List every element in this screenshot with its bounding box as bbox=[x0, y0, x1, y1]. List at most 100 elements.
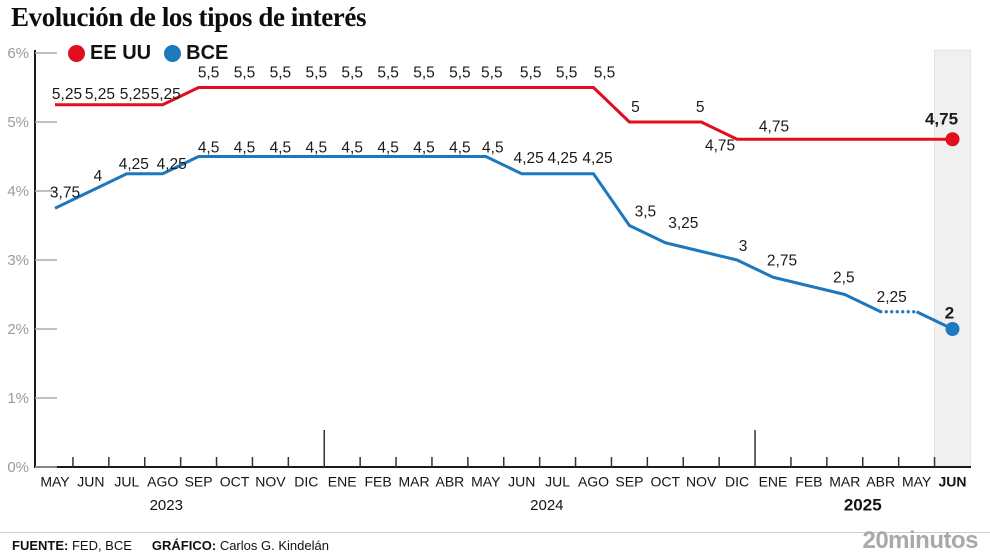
source-label: FUENTE: bbox=[12, 538, 69, 553]
us-value-label: 5,5 bbox=[234, 65, 256, 82]
y-tick-label: 6% bbox=[7, 45, 29, 62]
us-value-label: 5,5 bbox=[594, 65, 616, 82]
bce-series-dot-icon bbox=[164, 45, 182, 62]
bce-value-label: 3,25 bbox=[668, 215, 698, 232]
bce-value-label: 2,5 bbox=[833, 270, 855, 287]
month-label: NOV bbox=[686, 474, 717, 490]
us-value-label: 4,75 bbox=[925, 110, 958, 129]
month-label: JUN bbox=[938, 474, 966, 490]
us-value-label: 5,5 bbox=[556, 65, 578, 82]
month-label: AGO bbox=[578, 474, 609, 490]
us-value-label: 5,5 bbox=[270, 65, 292, 82]
y-tick-label: 3% bbox=[7, 252, 29, 269]
month-label: NOV bbox=[255, 474, 286, 490]
month-label: FEB bbox=[795, 474, 822, 490]
month-label: MAY bbox=[471, 474, 501, 490]
line-chart: 6% 5% 4% 3% 2% 1% 0% MAY JUN JUL AGO SEP OCT NOV DIC EN… bbox=[7, 45, 971, 514]
bce-value-label: 4,5 bbox=[306, 140, 328, 157]
bce-value-label: 2 bbox=[945, 303, 954, 322]
bce-value-label: 4,5 bbox=[198, 140, 220, 157]
bce-value-label: 4,25 bbox=[548, 150, 578, 167]
month-label: ABR bbox=[436, 474, 465, 490]
graphic-author-label: GRÁFICO: bbox=[151, 538, 217, 553]
us-value-label: 5,5 bbox=[449, 65, 471, 82]
y-tick-label: 2% bbox=[7, 321, 29, 338]
month-label: ENE bbox=[328, 474, 357, 490]
month-label: MAY bbox=[40, 474, 70, 490]
footer-divider bbox=[0, 532, 990, 533]
month-label: MAY bbox=[902, 474, 932, 490]
chart-title: Evolución de los tipos de interés bbox=[11, 2, 367, 32]
us-value-label: 5,25 bbox=[120, 86, 150, 103]
us-value-label: 5 bbox=[631, 99, 640, 116]
footer-credits: FUENTE: FED, BCE GRÁFICO: Carlos G. Kinde… bbox=[12, 538, 329, 553]
bce-value-label: 4,5 bbox=[341, 140, 363, 157]
bce-value-label: 3,5 bbox=[635, 204, 657, 221]
us-value-label: 5,5 bbox=[413, 65, 435, 82]
bce-value-label: 4,5 bbox=[270, 140, 292, 157]
us-value-label: 5,5 bbox=[306, 65, 328, 82]
year-label: 2025 bbox=[844, 495, 882, 514]
us-value-label: 5 bbox=[696, 99, 705, 116]
bce-value-label: 4,5 bbox=[449, 140, 471, 157]
y-tick-label: 0% bbox=[7, 459, 29, 476]
legend-label-eeuu: EE UU bbox=[90, 42, 152, 64]
brand-logo: 20minutos bbox=[862, 527, 978, 554]
us-value-label: 5,5 bbox=[198, 65, 220, 82]
us-value-label: 5,25 bbox=[85, 86, 115, 103]
bce-value-label: 2,75 bbox=[767, 252, 797, 269]
us-end-dot bbox=[945, 132, 960, 147]
month-label: DIC bbox=[294, 474, 318, 490]
month-label: ENE bbox=[759, 474, 788, 490]
month-label: JUN bbox=[77, 474, 104, 490]
us-value-label: 5,5 bbox=[341, 65, 363, 82]
legend-item-eeuu: EE UU bbox=[68, 42, 151, 65]
us-value-label: 4,75 bbox=[705, 137, 735, 154]
bce-rate-line bbox=[54, 155, 882, 314]
bce-value-label: 4,25 bbox=[582, 150, 612, 167]
month-label: ABR bbox=[866, 474, 895, 490]
us-series-dot-icon bbox=[68, 45, 85, 62]
bce-value-label: 3 bbox=[739, 238, 748, 255]
bce-value-label: 4 bbox=[94, 168, 103, 185]
bce-end-dot bbox=[945, 322, 960, 336]
bce-value-label: 4,5 bbox=[377, 140, 399, 157]
bce-value-label: 4,5 bbox=[482, 140, 504, 157]
month-label: JUL bbox=[545, 474, 570, 490]
legend-label-bce: BCE bbox=[186, 42, 229, 64]
us-value-label: 5,5 bbox=[520, 65, 542, 82]
y-tick-label: 5% bbox=[7, 114, 29, 131]
us-value-label: 5,5 bbox=[377, 65, 399, 82]
bce-value-label: 2,25 bbox=[877, 289, 907, 306]
month-label: DIC bbox=[725, 474, 749, 490]
month-label: MAR bbox=[398, 474, 429, 490]
y-tick-label: 4% bbox=[7, 183, 29, 200]
month-label: JUL bbox=[114, 474, 139, 490]
month-label: AGO bbox=[147, 474, 178, 490]
month-label: SEP bbox=[185, 474, 213, 490]
bce-value-label: 4,5 bbox=[234, 140, 256, 157]
month-label: SEP bbox=[615, 474, 643, 490]
source-value: FED, BCE bbox=[68, 538, 132, 553]
month-label: MAR bbox=[829, 474, 860, 490]
us-value-label: 5,5 bbox=[481, 65, 503, 82]
us-value-label: 5,25 bbox=[52, 86, 82, 103]
us-rate-line bbox=[55, 86, 953, 141]
legend-item-bce: BCE bbox=[164, 42, 228, 65]
us-value-label: 5,25 bbox=[151, 86, 181, 103]
month-label: JUN bbox=[508, 474, 535, 490]
us-value-label: 4,75 bbox=[759, 118, 789, 135]
bce-value-label: 4,25 bbox=[514, 150, 544, 167]
bce-value-label: 4,25 bbox=[119, 156, 149, 173]
bce-value-label: 4,25 bbox=[157, 156, 187, 173]
month-label: OCT bbox=[651, 474, 681, 490]
graphic-author-value: Carlos G. Kindelán bbox=[216, 538, 329, 553]
year-label: 2023 bbox=[150, 497, 183, 514]
month-label: FEB bbox=[364, 474, 391, 490]
bce-value-label: 4,5 bbox=[413, 140, 435, 157]
legend: EE UU BCE bbox=[68, 42, 228, 65]
bce-value-label: 3,75 bbox=[50, 184, 80, 201]
y-tick-label: 1% bbox=[7, 390, 29, 407]
year-label: 2024 bbox=[530, 497, 563, 514]
